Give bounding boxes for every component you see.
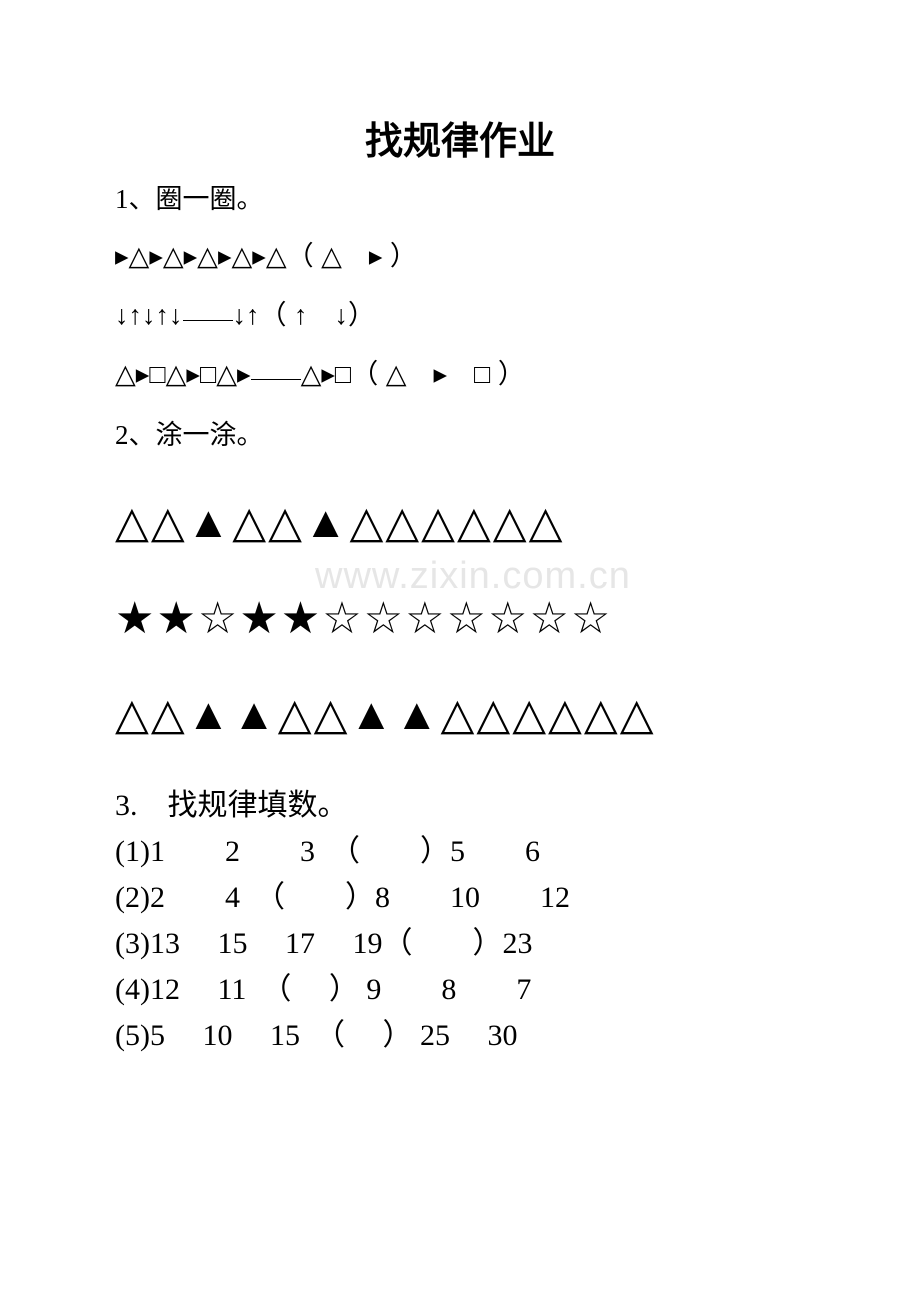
- q3-label: 3. 找规律填数。: [115, 780, 805, 824]
- q2-label: 2、涂一涂。: [115, 413, 805, 452]
- q2-row1: △△▲△△▲△△△△△△: [115, 497, 805, 548]
- blank-gap: [251, 379, 301, 380]
- q1-line1: ▸△▸△▸△▸△▸△（ △ ▸ ）: [115, 234, 805, 273]
- q2-row2: ★★☆★★☆☆☆☆☆☆☆: [115, 593, 805, 644]
- q1-line2-pre: ↓↑↓↑↓: [115, 300, 183, 330]
- q2-row3: △△▲▲△△▲▲△△△△△△: [115, 689, 805, 740]
- q3-line2: (2)2 4 （ ）8 10 12: [115, 872, 805, 916]
- blank-gap: [183, 320, 233, 321]
- document-content: 找规律作业 1、圈一圈。 ▸△▸△▸△▸△▸△（ △ ▸ ） ↓↑↓↑↓ ↓↑（ …: [115, 110, 805, 1054]
- q1-line3: △▸□△▸□△▸ △▸□（ △ ▸ □ ）: [115, 352, 805, 391]
- q1-line3-pre: △▸□△▸□△▸: [115, 359, 251, 389]
- section-2: 2、涂一涂。 △△▲△△▲△△△△△△ ★★☆★★☆☆☆☆☆☆☆ △△▲▲△△▲…: [115, 413, 805, 740]
- q1-line3-post: △▸□（ △ ▸ □ ）: [301, 359, 525, 389]
- q1-label: 1、圈一圈。: [115, 177, 805, 216]
- page-title: 找规律作业: [115, 110, 805, 165]
- q1-line2-post: ↓↑（ ↑ ↓）: [233, 300, 376, 330]
- q3-line5: (5)5 10 15 （ ） 25 30: [115, 1010, 805, 1054]
- q3-line3: (3)13 15 17 19（ ）23: [115, 918, 805, 962]
- q1-line2: ↓↑↓↑↓ ↓↑（ ↑ ↓）: [115, 293, 805, 332]
- q3-line4: (4)12 11 （ ） 9 8 7: [115, 964, 805, 1008]
- q3-line1: (1)1 2 3 （ ）5 6: [115, 826, 805, 870]
